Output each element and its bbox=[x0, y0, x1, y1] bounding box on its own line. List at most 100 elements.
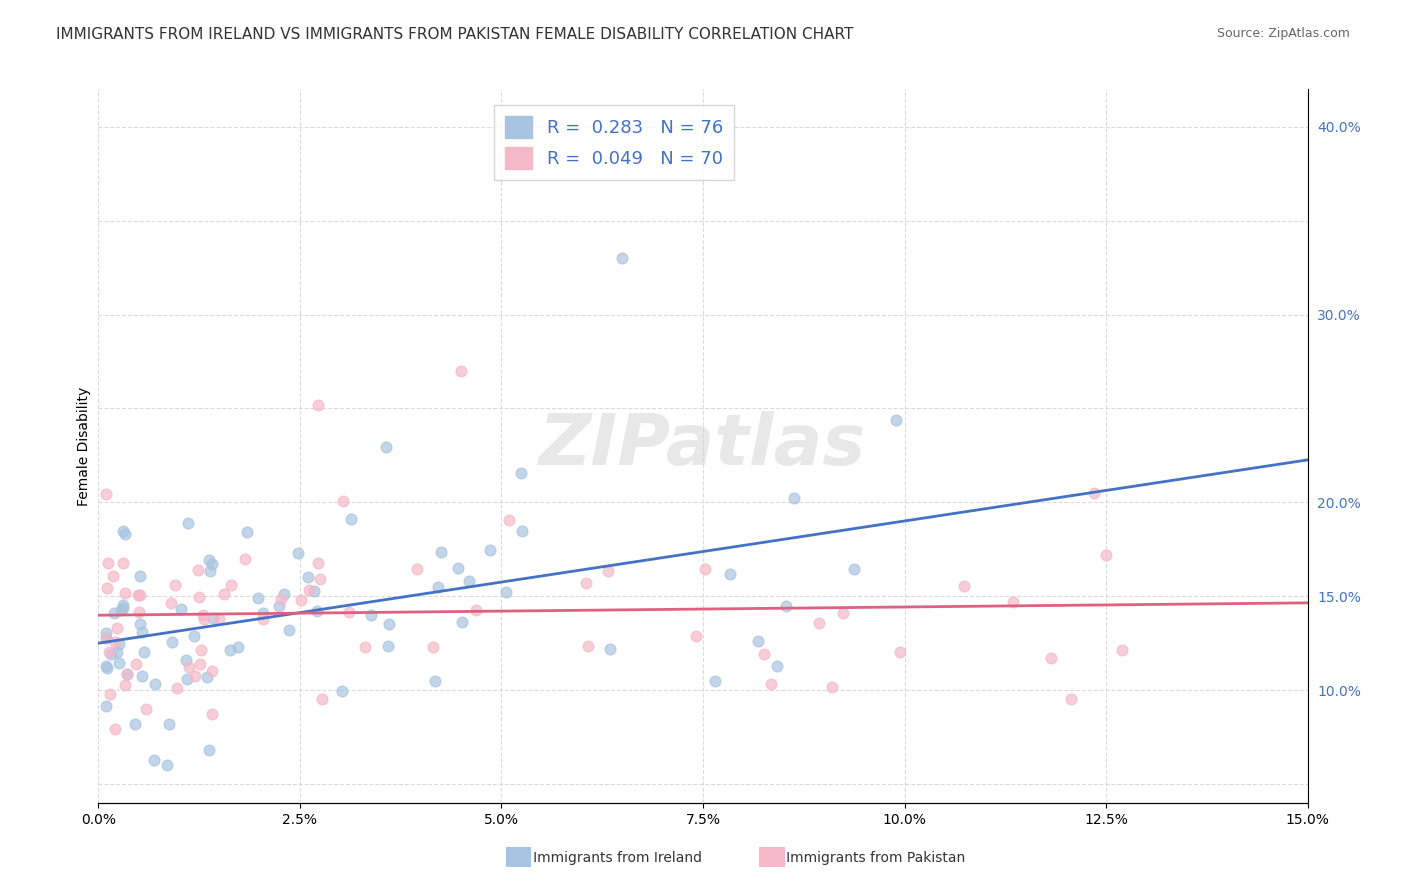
Immigrants from Pakistan bbox=[576, 639, 599, 653]
Immigrants from Ireland bbox=[96, 698, 118, 713]
Immigrants from Pakistan bbox=[191, 607, 214, 622]
Immigrants from Ireland bbox=[775, 599, 797, 614]
Immigrants from Pakistan bbox=[135, 702, 157, 716]
Immigrants from Pakistan bbox=[97, 645, 120, 659]
Immigrants from Ireland bbox=[426, 580, 449, 594]
Immigrants from Ireland bbox=[252, 606, 274, 620]
Immigrants from Pakistan bbox=[208, 612, 231, 626]
Immigrants from Pakistan bbox=[1111, 643, 1133, 657]
Immigrants from Pakistan bbox=[450, 364, 472, 378]
Immigrants from Pakistan bbox=[752, 647, 775, 661]
Immigrants from Ireland bbox=[226, 640, 249, 655]
Immigrants from Pakistan bbox=[889, 645, 911, 659]
Immigrants from Pakistan bbox=[808, 615, 831, 630]
Immigrants from Ireland bbox=[110, 603, 132, 617]
Immigrants from Ireland bbox=[339, 512, 361, 526]
Immigrants from Pakistan bbox=[212, 587, 235, 601]
Immigrants from Ireland bbox=[170, 602, 193, 616]
Immigrants from Pakistan bbox=[1094, 548, 1116, 562]
Immigrants from Pakistan bbox=[831, 607, 853, 621]
Immigrants from Pakistan bbox=[761, 677, 783, 691]
Immigrants from Pakistan bbox=[111, 556, 134, 570]
Immigrants from Ireland bbox=[267, 599, 290, 614]
Immigrants from Ireland bbox=[195, 670, 218, 684]
Immigrants from Pakistan bbox=[177, 660, 200, 674]
Immigrants from Pakistan bbox=[270, 592, 292, 607]
Immigrants from Ireland bbox=[458, 574, 481, 589]
Immigrants from Pakistan bbox=[332, 493, 354, 508]
Immigrants from Pakistan bbox=[1039, 651, 1062, 665]
Immigrants from Pakistan bbox=[114, 585, 136, 599]
Immigrants from Pakistan bbox=[96, 581, 118, 595]
Immigrants from Ireland bbox=[174, 653, 197, 667]
Immigrants from Pakistan bbox=[187, 590, 209, 604]
Immigrants from Pakistan bbox=[187, 562, 209, 576]
Immigrants from Ireland bbox=[129, 569, 152, 583]
Immigrants from Pakistan bbox=[166, 681, 188, 695]
Immigrants from Pakistan bbox=[953, 579, 976, 593]
Immigrants from Ireland bbox=[132, 645, 155, 659]
Immigrants from Ireland bbox=[177, 516, 200, 530]
Immigrants from Pakistan bbox=[188, 657, 211, 672]
Immigrants from Pakistan bbox=[298, 582, 321, 597]
Immigrants from Ireland bbox=[108, 637, 131, 651]
Immigrants from Ireland bbox=[117, 666, 139, 681]
Immigrants from Ireland bbox=[430, 544, 453, 558]
Immigrants from Ireland bbox=[105, 645, 128, 659]
Immigrants from Pakistan bbox=[114, 678, 136, 692]
Immigrants from Pakistan bbox=[160, 596, 183, 610]
Text: Source: ZipAtlas.com: Source: ZipAtlas.com bbox=[1216, 27, 1350, 40]
Immigrants from Pakistan bbox=[575, 576, 598, 591]
Immigrants from Ireland bbox=[131, 669, 153, 683]
Text: IMMIGRANTS FROM IRELAND VS IMMIGRANTS FROM PAKISTAN FEMALE DISABILITY CORRELATIO: IMMIGRANTS FROM IRELAND VS IMMIGRANTS FR… bbox=[56, 27, 853, 42]
Immigrants from Ireland bbox=[360, 607, 382, 622]
Immigrants from Ireland bbox=[297, 570, 319, 584]
Text: ZIPatlas: ZIPatlas bbox=[540, 411, 866, 481]
Immigrants from Ireland bbox=[112, 598, 135, 612]
Immigrants from Pakistan bbox=[219, 577, 242, 591]
Immigrants from Pakistan bbox=[290, 593, 312, 607]
Immigrants from Ireland bbox=[375, 440, 398, 454]
Immigrants from Ireland bbox=[287, 545, 309, 559]
Immigrants from Pakistan bbox=[308, 556, 330, 570]
Immigrants from Pakistan bbox=[498, 513, 520, 527]
Immigrants from Pakistan bbox=[190, 642, 212, 657]
Immigrants from Pakistan bbox=[233, 551, 256, 566]
Immigrants from Ireland bbox=[96, 631, 118, 645]
Immigrants from Ireland bbox=[108, 657, 131, 671]
Immigrants from Pakistan bbox=[1083, 486, 1105, 500]
Immigrants from Ireland bbox=[510, 524, 533, 538]
Immigrants from Pakistan bbox=[127, 588, 149, 602]
Immigrants from Ireland bbox=[96, 659, 118, 673]
Immigrants from Pakistan bbox=[117, 666, 139, 681]
Immigrants from Pakistan bbox=[129, 588, 152, 602]
Immigrants from Ireland bbox=[197, 743, 219, 757]
Immigrants from Pakistan bbox=[354, 640, 377, 654]
Immigrants from Pakistan bbox=[422, 640, 444, 655]
Immigrants from Ireland bbox=[198, 553, 221, 567]
Immigrants from Pakistan bbox=[104, 723, 127, 737]
Immigrants from Pakistan bbox=[193, 611, 215, 625]
Immigrants from Ireland bbox=[218, 643, 240, 657]
Immigrants from Ireland bbox=[124, 716, 146, 731]
Immigrants from Ireland bbox=[305, 604, 328, 618]
Immigrants from Pakistan bbox=[252, 612, 274, 626]
Immigrants from Ireland bbox=[114, 527, 136, 541]
Immigrants from Pakistan bbox=[311, 692, 333, 706]
Immigrants from Ireland bbox=[183, 629, 205, 643]
Immigrants from Ireland bbox=[884, 413, 907, 427]
Immigrants from Ireland bbox=[273, 587, 295, 601]
Immigrants from Pakistan bbox=[695, 562, 717, 576]
Immigrants from Pakistan bbox=[598, 564, 620, 578]
Immigrants from Pakistan bbox=[104, 635, 127, 649]
Immigrants from Ireland bbox=[451, 615, 474, 629]
Immigrants from Ireland bbox=[129, 617, 152, 632]
Immigrants from Ireland bbox=[747, 634, 769, 648]
Immigrants from Pakistan bbox=[184, 669, 207, 683]
Immigrants from Ireland bbox=[176, 672, 198, 686]
Immigrants from Pakistan bbox=[1001, 595, 1024, 609]
Immigrants from Ireland bbox=[236, 524, 259, 539]
Immigrants from Ireland bbox=[111, 601, 134, 615]
Immigrants from Ireland bbox=[131, 625, 153, 640]
Immigrants from Ireland bbox=[842, 562, 865, 576]
